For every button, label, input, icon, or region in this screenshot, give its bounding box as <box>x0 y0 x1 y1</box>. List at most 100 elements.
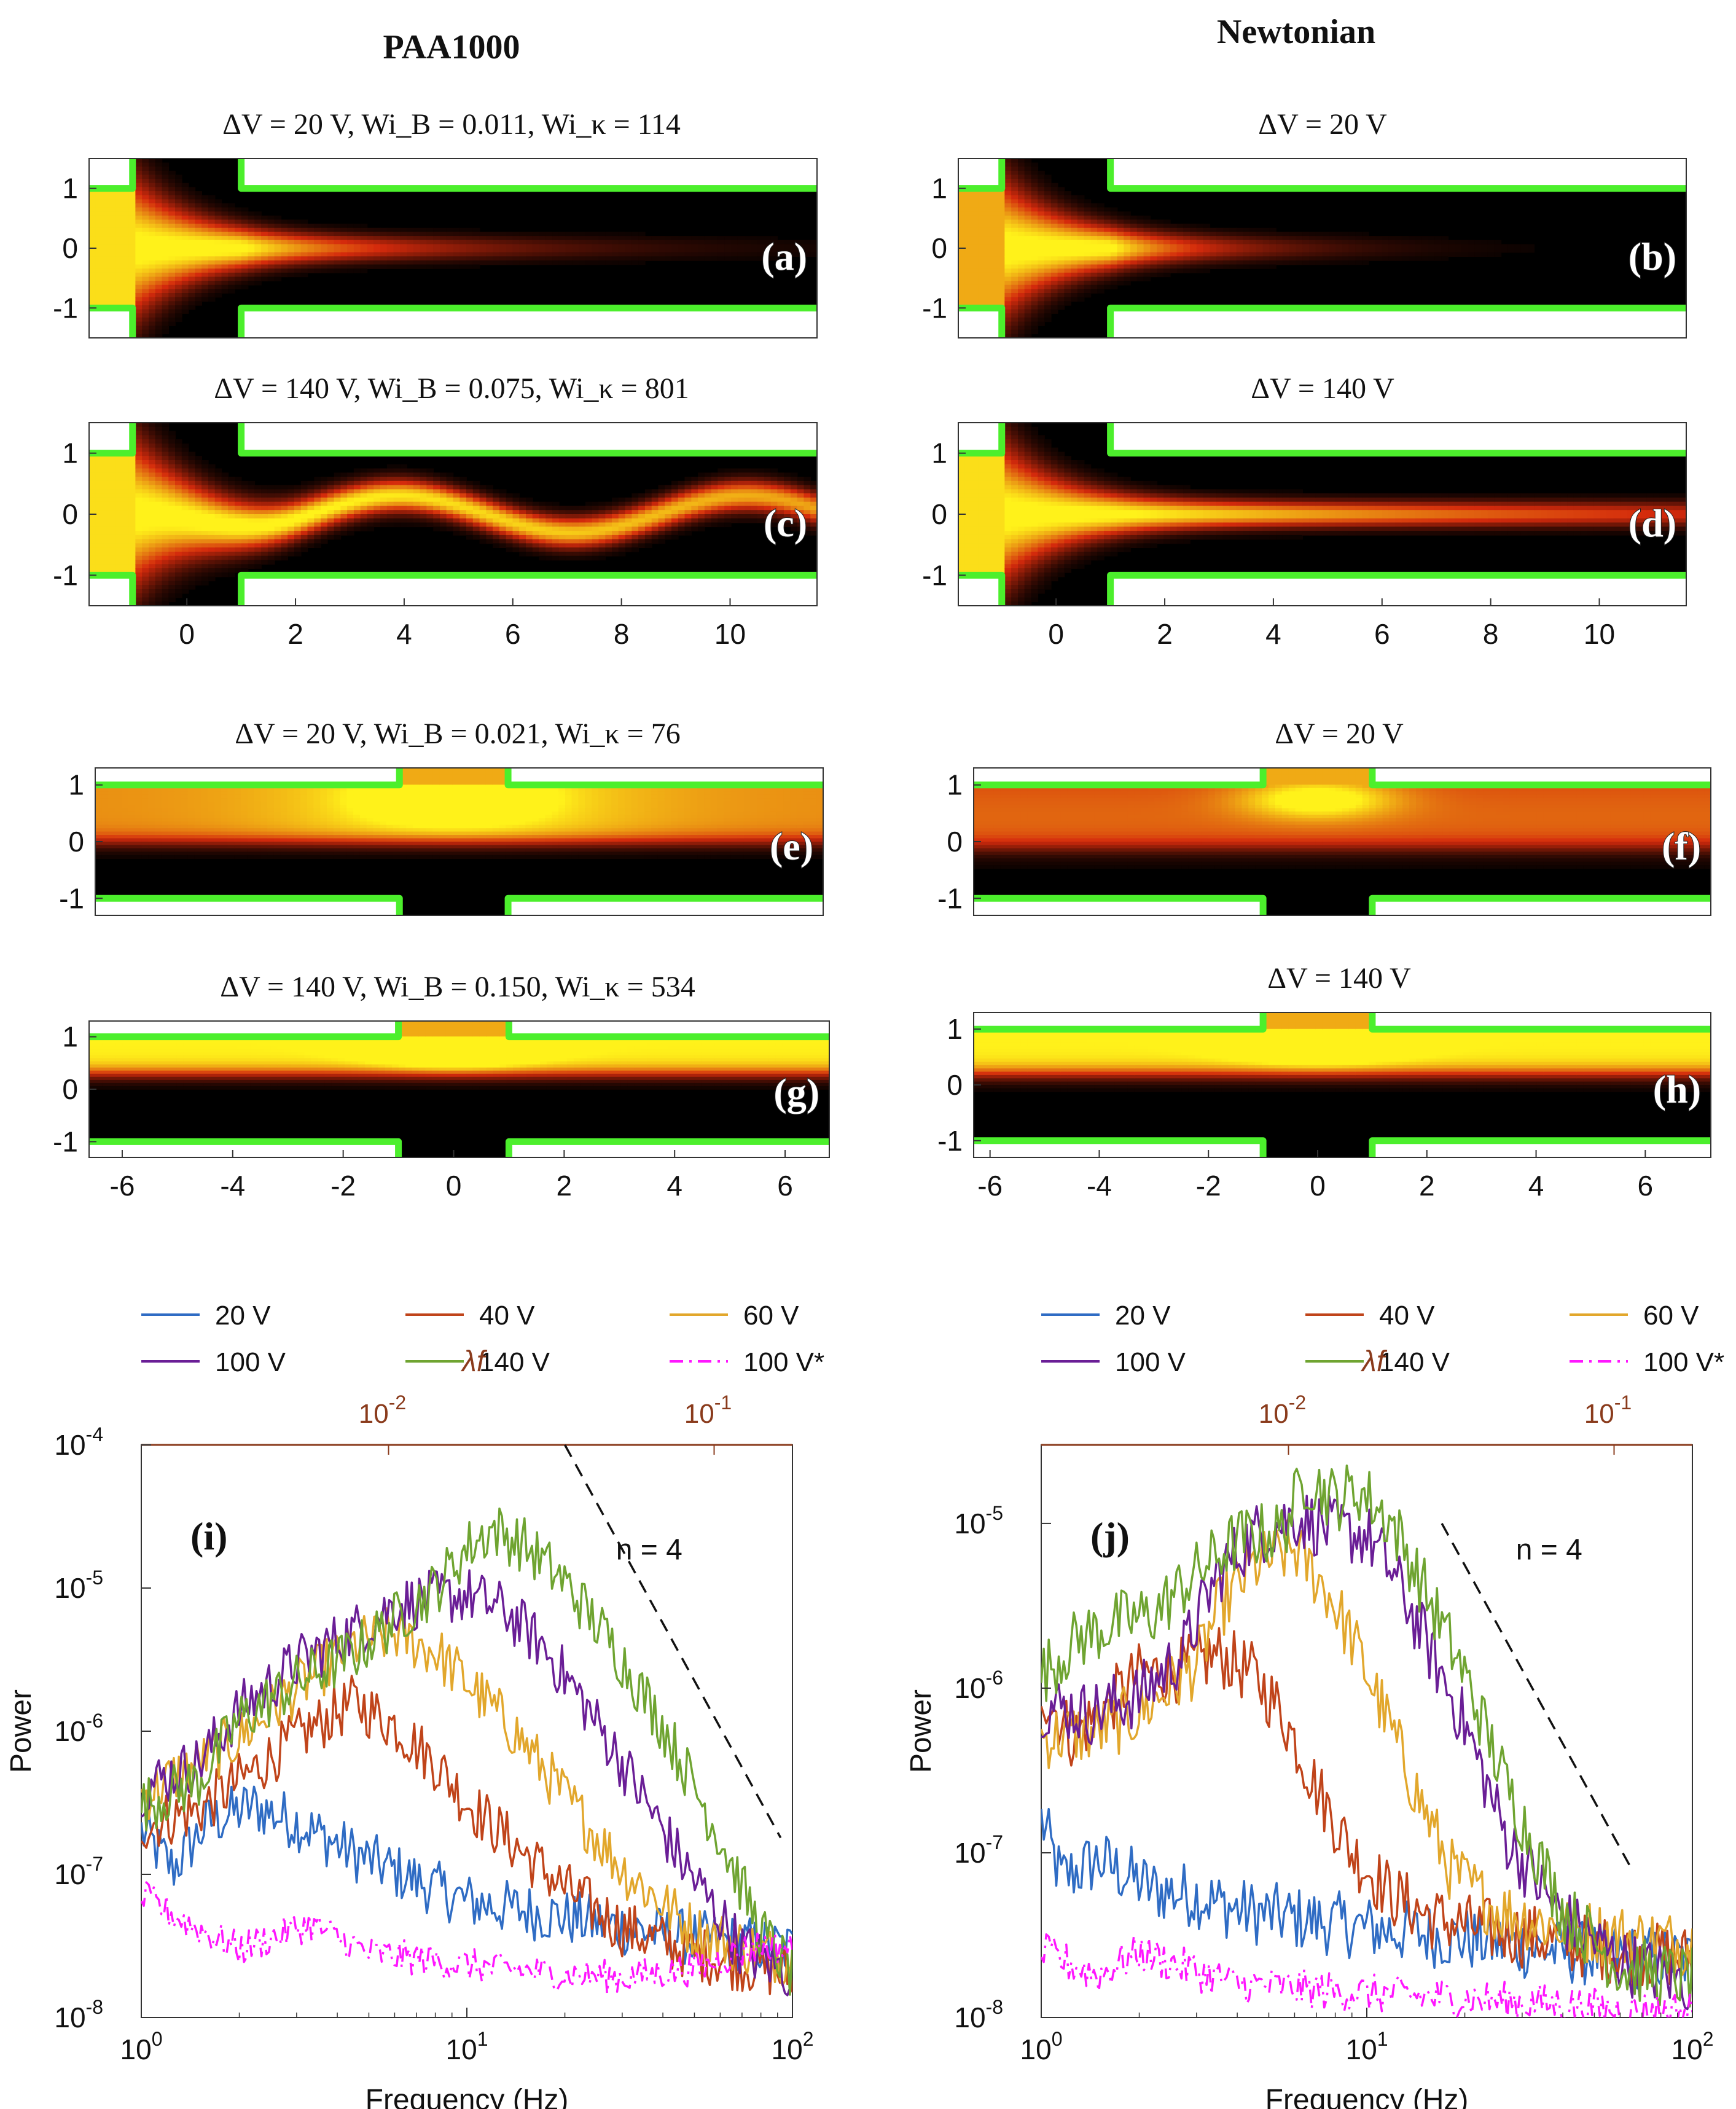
y-tick-label: -1 <box>59 882 84 914</box>
x-tick-label: 6 <box>505 618 521 650</box>
x-tick-label: 2 <box>1157 618 1173 650</box>
top-axis-label: λf <box>1360 1345 1388 1378</box>
wall <box>958 304 1006 338</box>
x-tick-label: 100 <box>1020 2028 1063 2065</box>
top-tick-label: 10-1 <box>1584 1391 1632 1429</box>
y-tick-label: 10-8 <box>54 1996 103 2033</box>
y-tick-label: 0 <box>62 232 78 264</box>
panel-title: ΔV = 20 V <box>1275 718 1404 750</box>
y-tick-exponent: -6 <box>986 1667 1003 1689</box>
col-title-newtonian: Newtonian <box>1217 13 1375 51</box>
panel-title: ΔV = 140 V, Wi_B = 0.075, Wi_κ = 801 <box>214 372 689 405</box>
solid-region <box>958 308 1002 338</box>
wall <box>95 894 403 915</box>
x-tick-label: -2 <box>330 1170 356 1202</box>
y-tick-label: 1 <box>947 769 963 801</box>
x-tick-label: -6 <box>110 1170 135 1202</box>
solid-region <box>241 308 817 338</box>
x-tick-exponent: 0 <box>152 2028 163 2050</box>
slope-annotation: n = 4 <box>616 1533 682 1566</box>
x-tick-label: 0 <box>446 1170 462 1202</box>
y-tick-label: 0 <box>947 1069 963 1101</box>
y-tick-label: -1 <box>922 292 947 324</box>
y-tick-label: 1 <box>947 1013 963 1045</box>
x-tick-label: 10 <box>1584 618 1615 650</box>
wall <box>1107 571 1686 606</box>
wall <box>89 1138 402 1157</box>
x-tick-label: 8 <box>614 618 630 650</box>
y-tick-exponent: -5 <box>986 1502 1003 1524</box>
y-tick-label: -1 <box>937 1125 963 1157</box>
solid-region <box>241 158 817 189</box>
legend-left: 20 V 40 V 60 V 100 V 140 V 100 V* <box>141 1301 824 1377</box>
y-tick-label: 0 <box>68 826 84 858</box>
wall <box>89 158 136 192</box>
wall <box>504 768 823 789</box>
y-tick-label: 1 <box>62 1021 78 1053</box>
solid-region <box>958 423 1002 453</box>
panel-label: (h) <box>1653 1067 1701 1111</box>
legend-label: 40 V <box>479 1301 535 1331</box>
wall <box>958 423 1006 457</box>
x-tick-label: 2 <box>1419 1170 1435 1202</box>
x-axis-label: Frequency (Hz) <box>1265 2084 1469 2109</box>
top-tick-label: 10-2 <box>359 1391 406 1429</box>
wall <box>238 571 817 606</box>
solid-region <box>241 575 817 606</box>
x-axis-label: Frequency (Hz) <box>366 2084 569 2109</box>
solid-region <box>1110 575 1686 606</box>
panel-b: 1 0 -1 ΔV = 20 V (b) <box>922 108 1687 338</box>
series-lines <box>1041 1464 1692 2017</box>
y-tick-label: 1 <box>931 437 947 469</box>
solid-region <box>958 158 1002 189</box>
solid-region <box>241 423 817 453</box>
panel-label: (f) <box>1662 824 1701 868</box>
wall <box>238 158 817 192</box>
top-tick-label: 10-2 <box>1259 1391 1306 1429</box>
panel-title: ΔV = 140 V <box>1267 962 1411 995</box>
solid-region <box>1110 423 1686 453</box>
wall <box>505 1021 829 1041</box>
y-tick-label: -1 <box>53 1125 78 1157</box>
y-tick-label: 1 <box>931 173 947 205</box>
y-axis-label: Power <box>905 1689 937 1773</box>
panel-label: (b) <box>1628 235 1676 278</box>
legend-label: 40 V <box>1379 1301 1435 1331</box>
panel-i: n = 4(i)100 101 10210-810-710-610-510-410-… <box>5 1345 813 2109</box>
wall <box>89 304 136 338</box>
series-lines <box>141 1507 792 1997</box>
col-title-paa: PAA1000 <box>383 28 520 66</box>
wall <box>1369 894 1711 915</box>
x-tick-label: 8 <box>1483 618 1499 650</box>
legend-label: 100 V* <box>743 1347 824 1377</box>
panel-title: ΔV = 20 V, Wi_B = 0.011, Wi_κ = 114 <box>222 108 681 141</box>
x-tick-label: 6 <box>777 1170 793 1202</box>
legend-label: 100 V <box>1115 1347 1186 1377</box>
top-tick-exponent: -2 <box>389 1391 406 1414</box>
panel-a: 1 0 -1 ΔV = 20 V, Wi_B = 0.011, Wi_κ = 114 (… <box>53 108 818 338</box>
y-tick-exponent: -4 <box>86 1423 103 1446</box>
y-tick-label: -1 <box>53 559 78 591</box>
x-tick-label: 102 <box>772 2028 814 2065</box>
x-tick-exponent: 1 <box>1377 2028 1388 2050</box>
y-tick-label: -1 <box>922 559 947 591</box>
wall <box>974 1012 1267 1033</box>
y-tick-exponent: -6 <box>86 1710 103 1732</box>
x-tick-exponent: 0 <box>1052 2028 1063 2050</box>
series-100-v <box>141 1569 792 1997</box>
heatmap-field <box>974 768 1711 915</box>
x-tick-label: 2 <box>287 618 303 650</box>
solid-region <box>89 575 133 606</box>
y-tick-label: -1 <box>937 882 963 914</box>
legend-right: 20 V 40 V 60 V 100 V 140 V 100 V* <box>1041 1301 1724 1377</box>
slope-annotation: n = 4 <box>1516 1533 1582 1566</box>
y-axis-label: Power <box>5 1689 37 1773</box>
top-axis-label: λf <box>460 1345 488 1378</box>
wall <box>1369 768 1711 789</box>
panel-title: ΔV = 20 V <box>1258 108 1387 141</box>
panel-title: ΔV = 140 V, Wi_B = 0.150, Wi_κ = 534 <box>220 971 695 1003</box>
legend-label: 140 V <box>479 1347 550 1377</box>
y-tick-label: 10-7 <box>54 1853 103 1890</box>
